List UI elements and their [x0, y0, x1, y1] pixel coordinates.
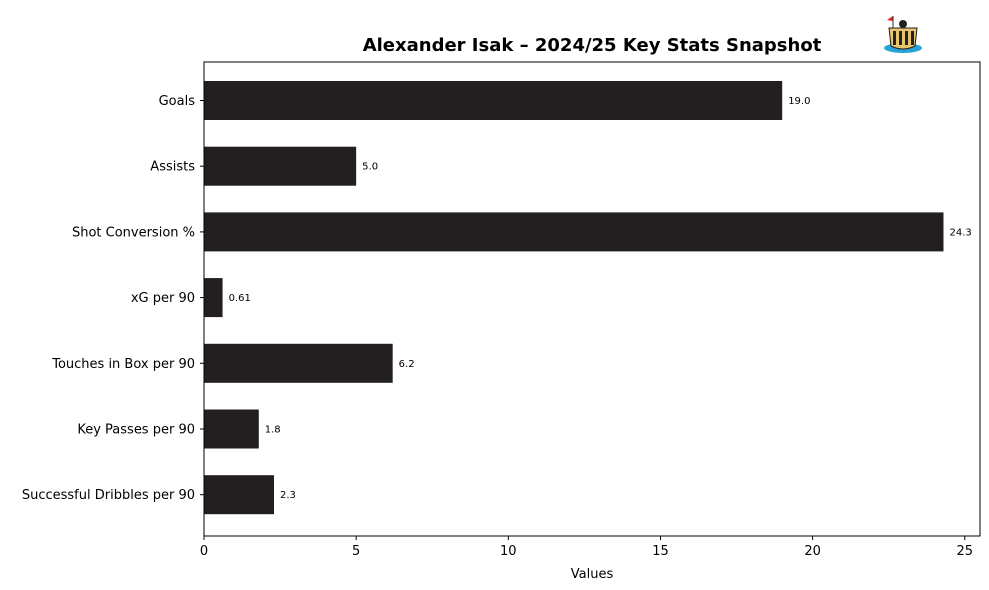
- data-label: 5.0: [362, 162, 378, 173]
- data-label: 24.3: [949, 227, 971, 238]
- y-tick-label: Successful Dribbles per 90: [22, 488, 195, 503]
- y-tick-label: Goals: [159, 94, 196, 109]
- data-label: 6.2: [399, 359, 415, 370]
- y-tick-label: Assists: [150, 160, 195, 175]
- data-label: 2.3: [280, 490, 296, 501]
- data-label: 19.0: [788, 96, 810, 107]
- x-tick-label: 0: [200, 544, 208, 559]
- x-tick-label: 5: [352, 544, 360, 559]
- x-tick-label: 20: [804, 544, 821, 559]
- y-tick-label: Key Passes per 90: [77, 423, 195, 438]
- bar-5: [204, 409, 259, 449]
- x-tick-label: 15: [652, 544, 669, 559]
- x-tick-label: 10: [500, 544, 517, 559]
- data-label: 1.8: [265, 425, 281, 436]
- bar-0: [204, 81, 783, 120]
- bar-3: [204, 278, 223, 318]
- bar-4: [204, 343, 393, 383]
- bars-group: [204, 81, 944, 515]
- y-tick-label: Shot Conversion %: [72, 225, 195, 240]
- data-label: 0.61: [229, 293, 251, 304]
- x-axis-ticks: 0 5 10 15 20 25: [200, 536, 973, 559]
- bar-1: [204, 146, 357, 186]
- x-tick-label: 25: [957, 544, 974, 559]
- newcastle-crest-icon: [884, 16, 922, 53]
- bar-6: [204, 475, 274, 515]
- y-axis-ticks: Goals Assists Shot Conversion % xG per 90 To…: [22, 94, 204, 503]
- y-tick-label: xG per 90: [131, 291, 195, 306]
- y-tick-label: Touches in Box per 90: [51, 357, 195, 372]
- plot-frame: [203, 61, 981, 537]
- bar-2: [204, 212, 944, 252]
- chart-title: Alexander Isak – 2024/25 Key Stats Snaps…: [363, 35, 822, 56]
- data-labels-group: 19.0 5.0 24.3 0.61 6.2 1.8 2.3: [229, 96, 972, 501]
- x-axis-label: Values: [571, 567, 614, 582]
